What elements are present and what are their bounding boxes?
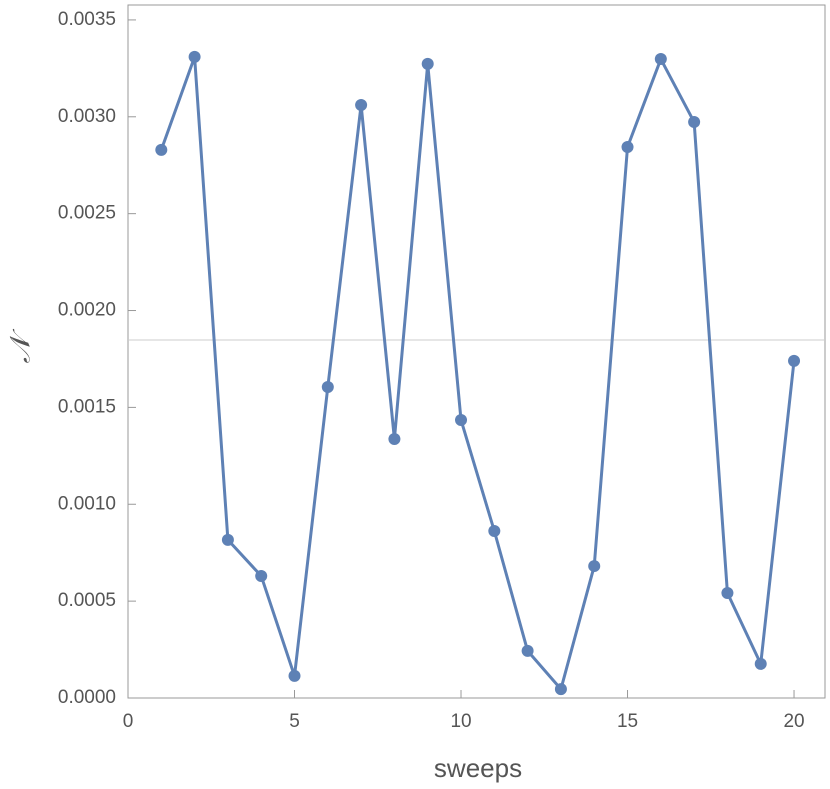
data-point	[221, 533, 234, 546]
y-tick-label: 0.0020	[58, 300, 116, 321]
y-tick-label: 0.0010	[58, 493, 116, 514]
x-tick-label: 5	[289, 711, 300, 732]
x-tick-label: 0	[123, 711, 134, 732]
data-point	[421, 57, 434, 70]
data-point	[588, 560, 601, 573]
data-point	[721, 586, 734, 599]
plot-frame	[127, 4, 826, 699]
y-tick-label: 0.0025	[58, 203, 116, 224]
data-point	[188, 50, 201, 63]
data-point	[388, 432, 401, 445]
data-point	[321, 381, 334, 394]
y-tick-label: 0.0005	[58, 590, 116, 611]
y-axis-label: 𝒩	[4, 328, 35, 363]
data-point	[554, 683, 567, 696]
data-point	[688, 116, 701, 129]
data-point	[621, 141, 634, 154]
data-point	[788, 354, 801, 367]
data-point	[455, 413, 468, 426]
x-tick-label: 10	[450, 711, 471, 732]
y-tick-label: 0.0035	[58, 9, 116, 30]
y-tick-label: 0.0000	[58, 687, 116, 708]
data-point	[521, 644, 534, 657]
data-point	[355, 98, 368, 111]
y-tick-label: 0.0030	[58, 106, 116, 127]
x-tick-label: 20	[783, 711, 804, 732]
data-point	[488, 524, 501, 537]
x-tick-label: 15	[617, 711, 638, 732]
data-point	[754, 657, 767, 670]
data-point	[288, 669, 301, 682]
data-point	[255, 569, 268, 582]
data-point	[654, 53, 667, 66]
data-point	[155, 143, 168, 156]
x-axis-label: sweeps	[434, 753, 522, 783]
y-tick-label: 0.0015	[58, 396, 116, 417]
series-line	[159, 55, 796, 691]
